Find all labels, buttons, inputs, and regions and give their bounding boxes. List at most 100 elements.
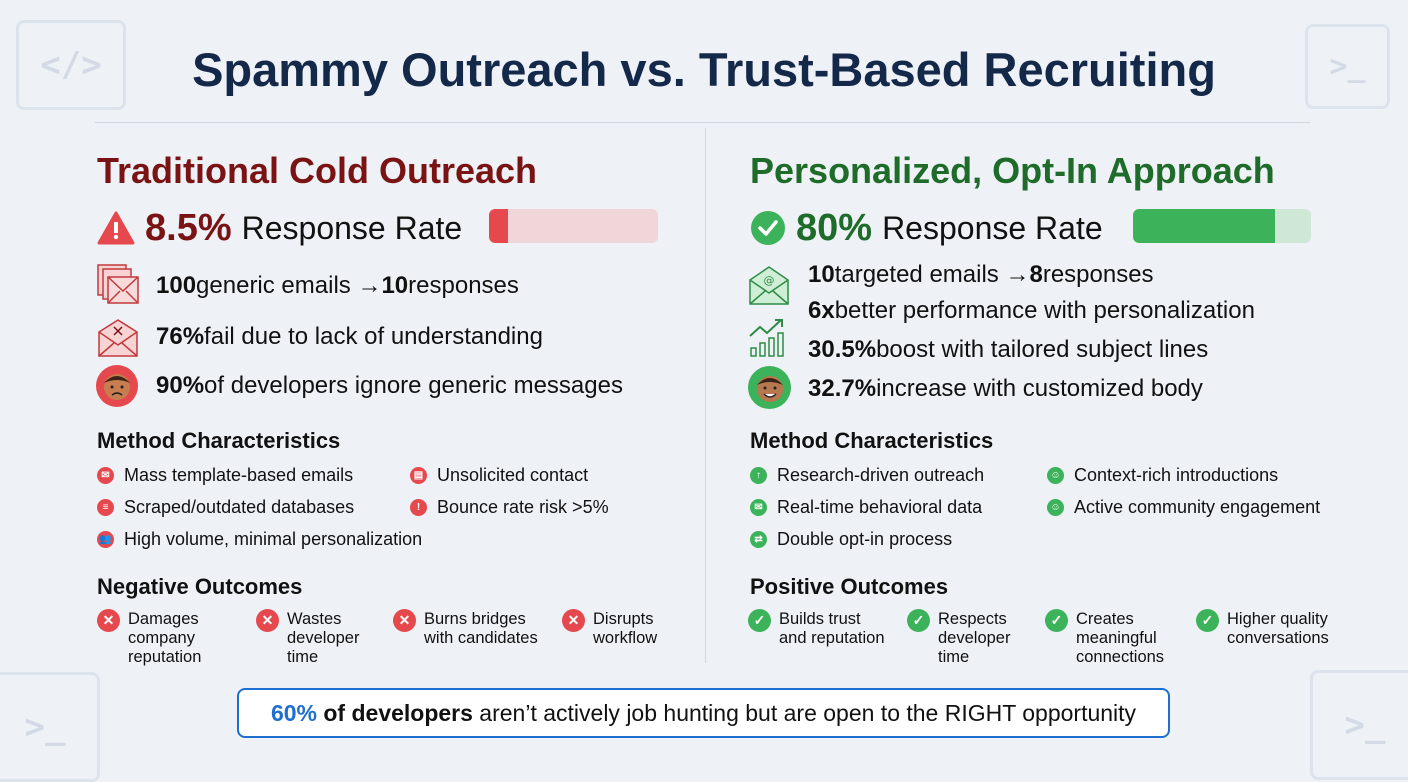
left-method-heading: Method Characteristics	[97, 428, 341, 453]
stat-text: responses	[1042, 261, 1154, 288]
method-label: Scraped/outdated databases	[124, 496, 355, 517]
stat-number: 6x	[808, 297, 835, 324]
footer-callout: 60% of developers aren’t actively job hu…	[237, 688, 1170, 738]
left-rate-bar-fill	[489, 209, 508, 243]
left-heading: Traditional Cold Outreach	[97, 150, 538, 191]
group-icon: 👥	[97, 530, 114, 548]
outcome-item: ✓ Higher quality conversations	[1196, 609, 1329, 648]
stat-text: generic emails →	[196, 272, 382, 299]
happy-developer-icon	[748, 366, 791, 409]
rate-value: 8.5%	[145, 206, 232, 249]
close-circle-icon: ✕	[97, 609, 120, 632]
stat-row: 6x better performance with personalizati…	[808, 296, 1255, 326]
footer-text: aren’t actively job hunting but are open…	[472, 699, 1137, 726]
outcome-label: Higher quality conversations	[1227, 610, 1329, 647]
outcome-item: ✕ Wastes developer time	[256, 609, 360, 667]
method-label: Double opt-in process	[777, 528, 953, 549]
check-circle-icon: ✓	[1045, 609, 1068, 632]
stat-text: of developers ignore generic messages	[204, 372, 623, 399]
failed-email-icon	[97, 318, 139, 358]
stat-row: 10 targeted emails → 8 responses	[808, 260, 1154, 290]
stat-row: 90% of developers ignore generic message…	[156, 371, 623, 401]
stat-number: 100	[156, 272, 197, 299]
stat-text: fail due to lack of understanding	[204, 323, 543, 350]
method-item: ▤ Unsolicited contact	[410, 464, 588, 486]
check-circle-icon: ✓	[748, 609, 771, 632]
chat-icon: ☺	[1047, 466, 1064, 484]
double-optin-icon: ⇄	[750, 530, 767, 548]
method-label: Unsolicited contact	[437, 464, 589, 485]
right-heading: Personalized, Opt-In Approach	[750, 150, 1275, 191]
page-title: Spammy Outreach vs. Trust-Based Recruiti…	[192, 43, 1216, 96]
inbox-icon: ▤	[410, 466, 427, 484]
stat-text: targeted emails →	[834, 261, 1030, 288]
realtime-data-icon: ✉	[750, 498, 767, 516]
envelope-icon: ✉	[97, 466, 114, 484]
stat-number: 76%	[156, 323, 205, 350]
open-email-at-icon: @	[748, 264, 790, 306]
left-rate-bar	[489, 209, 658, 243]
right-method-heading: Method Characteristics	[750, 428, 994, 453]
close-circle-icon: ✕	[393, 609, 416, 632]
outcome-item: ✓ Respects developer time	[907, 609, 1010, 667]
method-item: ! Bounce rate risk >5%	[410, 496, 609, 518]
warning-icon	[97, 211, 135, 245]
method-item: ☺ Context-rich introductions	[1047, 464, 1278, 486]
outcome-label: Wastes developer time	[287, 610, 360, 666]
stat-number: 30.5%	[808, 336, 877, 363]
stat-number: 90%	[156, 372, 205, 399]
method-label: Research-driven outreach	[777, 464, 985, 485]
outcome-item: ✕ Burns bridges with candidates	[393, 609, 538, 648]
method-label: Active community engagement	[1074, 496, 1321, 517]
stat-text: responses	[408, 272, 519, 299]
terminal-window-icon: >_	[1305, 24, 1390, 109]
outcome-label: Disrupts workflow	[593, 610, 658, 647]
database-icon: ≡	[97, 498, 114, 516]
outcome-item: ✓ Creates meaningful connections	[1045, 609, 1164, 667]
method-label: Context-rich introductions	[1074, 464, 1279, 485]
method-item: ☺ Active community engagement	[1047, 496, 1320, 518]
close-circle-icon: ✕	[562, 609, 585, 632]
divider	[705, 128, 706, 663]
left-outcomes-heading: Negative Outcomes	[97, 574, 303, 599]
stat-text: boost with tailored subject lines	[876, 336, 1209, 363]
svg-text:@: @	[764, 274, 775, 287]
stacked-emails-icon	[96, 263, 140, 307]
code-window-icon: </>	[16, 20, 126, 110]
stat-row: 30.5% boost with tailored subject lines	[808, 335, 1208, 365]
stat-row: 100 generic emails → 10 responses	[156, 271, 519, 301]
stat-row: 32.7% increase with customized body	[808, 374, 1203, 404]
rate-value: 80%	[796, 206, 873, 249]
right-outcomes-heading: Positive Outcomes	[750, 574, 949, 599]
left-response-rate: 8.5% Response Rate	[97, 206, 462, 250]
method-item: ↑ Research-driven outreach	[750, 464, 984, 486]
method-item: ⇄ Double opt-in process	[750, 528, 952, 550]
annoyed-developer-icon	[96, 365, 138, 407]
outcome-item: ✓ Builds trust and reputation	[748, 609, 885, 648]
outcome-label: Burns bridges with candidates	[424, 610, 538, 647]
rate-label: Response Rate	[241, 209, 463, 246]
stat-number: 32.7%	[808, 375, 877, 402]
method-item: ✉ Real-time behavioral data	[750, 496, 982, 518]
outcome-item: ✕ Disrupts workflow	[562, 609, 658, 648]
method-label: Bounce rate risk >5%	[437, 496, 609, 517]
growth-chart-icon	[748, 318, 790, 358]
method-label: High volume, minimal personalization	[124, 528, 423, 549]
method-item: ✉ Mass template-based emails	[97, 464, 353, 486]
community-icon: ☺	[1047, 498, 1064, 516]
footer-bold: of developers	[316, 699, 473, 726]
check-circle-icon: ✓	[1196, 609, 1219, 632]
outcome-label: Damages company reputation	[128, 610, 202, 666]
terminal-window-icon: >_	[0, 672, 100, 782]
research-icon: ↑	[750, 466, 767, 484]
close-circle-icon: ✕	[256, 609, 279, 632]
stat-row: 76% fail due to lack of understanding	[156, 322, 543, 352]
divider	[95, 122, 1310, 123]
stat-text: increase with customized body	[876, 375, 1203, 402]
check-circle-icon: ✓	[907, 609, 930, 632]
outcome-label: Builds trust and reputation	[779, 610, 885, 647]
terminal-window-icon: >_	[1310, 670, 1408, 780]
method-item: 👥 High volume, minimal personalization	[97, 528, 422, 550]
method-label: Mass template-based emails	[124, 464, 354, 485]
rate-label: Response Rate	[882, 209, 1103, 246]
